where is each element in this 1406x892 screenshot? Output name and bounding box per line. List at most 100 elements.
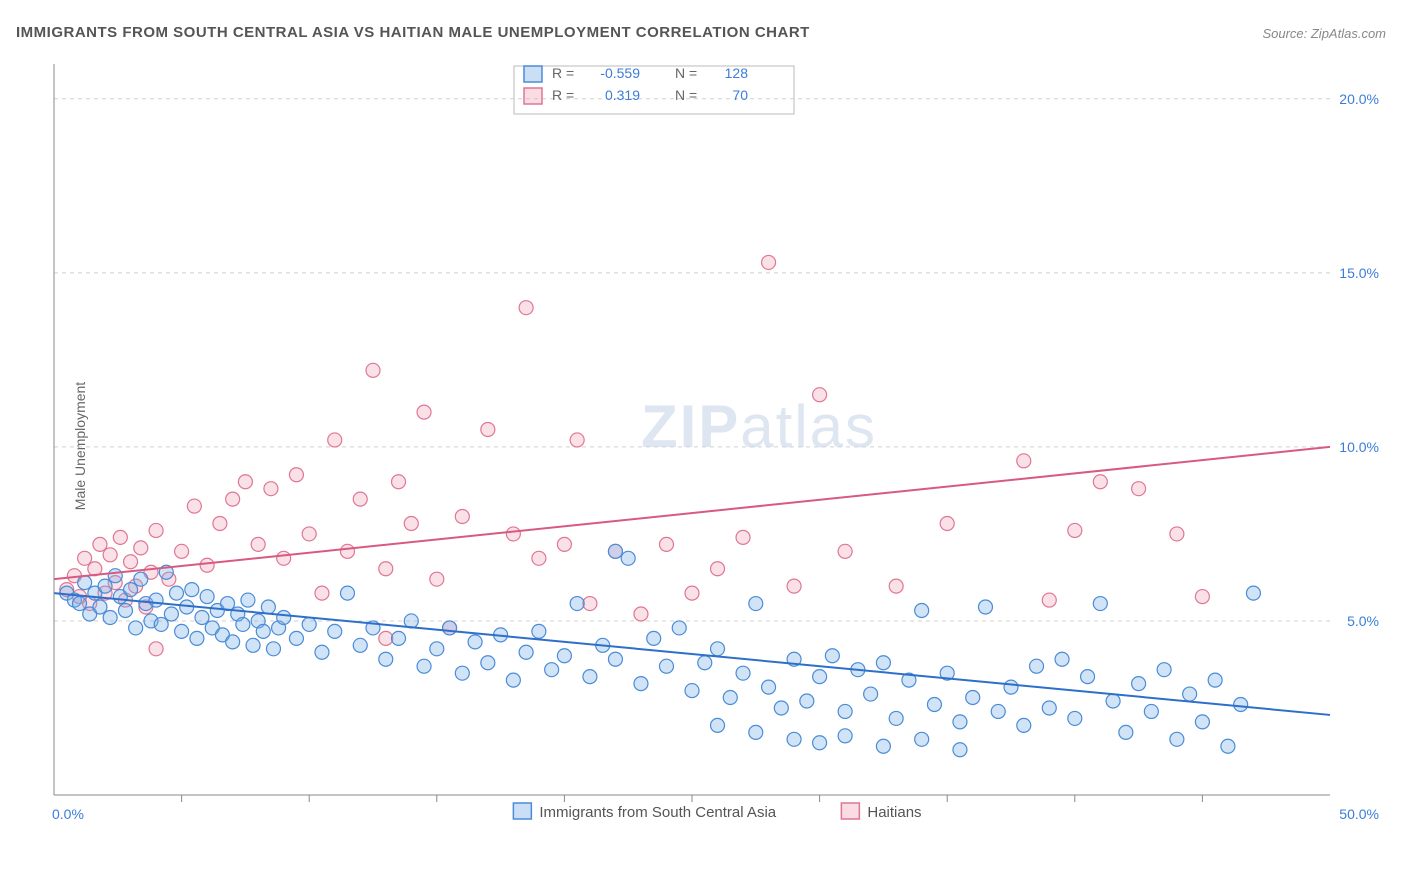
scatter-point	[289, 468, 303, 482]
scatter-point	[1221, 739, 1235, 753]
scatter-point	[1157, 663, 1171, 677]
scatter-point	[774, 701, 788, 715]
scatter-point	[1208, 673, 1222, 687]
scatter-point	[634, 677, 648, 691]
legend-r-label: R =	[552, 87, 574, 103]
scatter-point	[455, 510, 469, 524]
scatter-point	[379, 652, 393, 666]
scatter-point	[519, 645, 533, 659]
scatter-point	[557, 537, 571, 551]
scatter-point	[711, 718, 725, 732]
scatter-point	[481, 423, 495, 437]
scatter-point	[1132, 677, 1146, 691]
scatter-point	[1042, 593, 1056, 607]
scatter-point	[557, 649, 571, 663]
scatter-point	[1119, 725, 1133, 739]
scatter-point	[787, 732, 801, 746]
y-tick-label: 5.0%	[1347, 613, 1379, 629]
chart-container: IMMIGRANTS FROM SOUTH CENTRAL ASIA VS HA…	[0, 0, 1406, 892]
legend-n-label: N =	[675, 87, 697, 103]
scatter-point	[149, 642, 163, 656]
scatter-point	[1093, 475, 1107, 489]
scatter-point	[392, 631, 406, 645]
scatter-point	[685, 684, 699, 698]
scatter-point	[1195, 590, 1209, 604]
legend-r-value: -0.559	[600, 65, 640, 81]
scatter-point	[762, 255, 776, 269]
legend-correlation: R =-0.559N =128R = 0.319N = 70	[514, 65, 794, 114]
scatter-point	[134, 572, 148, 586]
scatter-point	[302, 527, 316, 541]
legend-swatch	[524, 88, 542, 104]
scatter-point	[583, 597, 597, 611]
scatter-point	[927, 697, 941, 711]
scatter-point	[723, 691, 737, 705]
legend-series-label: Immigrants from South Central Asia	[539, 804, 776, 821]
scatter-point	[634, 607, 648, 621]
scatter-point	[226, 635, 240, 649]
scatter-point	[113, 530, 127, 544]
scatter-point	[953, 715, 967, 729]
trend-line	[54, 447, 1330, 579]
scatter-point	[93, 600, 107, 614]
scatter-point	[134, 541, 148, 555]
scatter-point	[417, 659, 431, 673]
scatter-point	[1183, 687, 1197, 701]
legend-n-value: 70	[732, 87, 748, 103]
scatter-point	[256, 624, 270, 638]
y-tick-label: 10.0%	[1339, 439, 1379, 455]
scatter-point	[570, 597, 584, 611]
scatter-point	[124, 583, 138, 597]
scatter-point	[93, 537, 107, 551]
scatter-point	[762, 680, 776, 694]
scatter-point	[813, 388, 827, 402]
scatter-point	[154, 617, 168, 631]
scatter-point	[392, 475, 406, 489]
scatter-point	[264, 482, 278, 496]
scatter-point	[213, 516, 227, 530]
scatter-point	[430, 572, 444, 586]
legend-n-value: 128	[725, 65, 749, 81]
scatter-point	[251, 537, 265, 551]
scatter-point	[825, 649, 839, 663]
scatter-point	[787, 579, 801, 593]
scatter-point	[241, 593, 255, 607]
scatter-point	[711, 562, 725, 576]
legend-r-value: 0.319	[605, 87, 640, 103]
scatter-point	[328, 624, 342, 638]
scatter-point	[1170, 732, 1184, 746]
legend-swatch	[513, 803, 531, 819]
scatter-point	[532, 624, 546, 638]
scatter-point	[1004, 680, 1018, 694]
scatter-point	[190, 631, 204, 645]
scatter-point	[129, 621, 143, 635]
scatter-point	[1042, 701, 1056, 715]
scatter-point	[200, 558, 214, 572]
scatter-point	[187, 499, 201, 513]
scatter-point	[621, 551, 635, 565]
scatter-point	[506, 527, 520, 541]
scatter-point	[200, 590, 214, 604]
scatter-point	[915, 732, 929, 746]
scatter-point	[149, 593, 163, 607]
scatter-point	[813, 736, 827, 750]
scatter-point	[328, 433, 342, 447]
scatter-point	[813, 670, 827, 684]
scatter-point	[103, 548, 117, 562]
scatter-point	[366, 363, 380, 377]
scatter-point	[185, 583, 199, 597]
scatter-point	[236, 617, 250, 631]
scatter-point	[195, 610, 209, 624]
scatter-point	[940, 516, 954, 530]
scatter-point	[889, 711, 903, 725]
scatter-point	[1170, 527, 1184, 541]
scatter-point	[468, 635, 482, 649]
scatter-point	[379, 631, 393, 645]
scatter-point	[838, 729, 852, 743]
scatter-plot-svg: 5.0%10.0%15.0%20.0%ZIPatlas0.0%50.0%R =-…	[50, 60, 1385, 830]
scatter-point	[1055, 652, 1069, 666]
source-attribution: Source: ZipAtlas.com	[1262, 26, 1386, 41]
plot-area: 5.0%10.0%15.0%20.0%ZIPatlas0.0%50.0%R =-…	[50, 60, 1385, 830]
scatter-point	[226, 492, 240, 506]
legend-n-label: N =	[675, 65, 697, 81]
